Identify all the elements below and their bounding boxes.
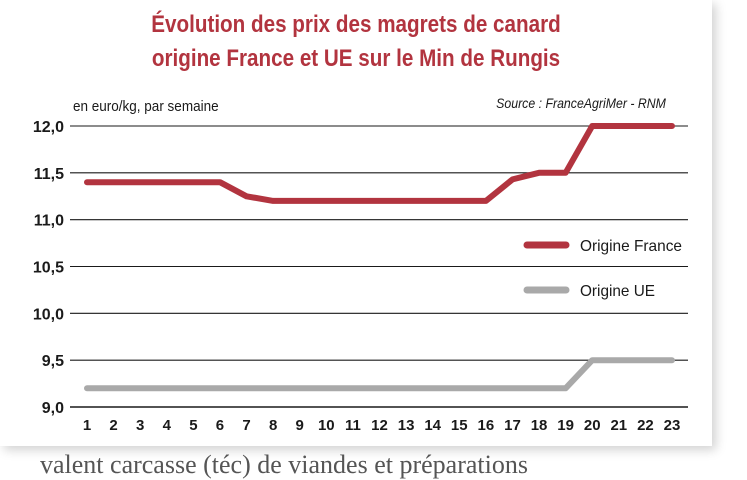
x-tick-label: 1 (83, 417, 91, 434)
chart-title-line-1: Évolution des prix des magrets de canard (151, 11, 561, 38)
x-tick-label: 20 (584, 417, 601, 434)
x-tick-label: 18 (531, 417, 548, 434)
chart-card: Évolution des prix des magrets de canard… (32, 8, 688, 434)
x-tick-label: 22 (637, 417, 654, 434)
series-line-origine-france (84, 123, 675, 204)
series-line-origine-ue (84, 357, 675, 392)
x-tick-label: 2 (109, 417, 117, 434)
x-tick-label: 8 (269, 417, 277, 434)
y-tick-label: 11,5 (34, 166, 64, 183)
x-tick-label: 16 (478, 417, 495, 434)
x-tick-label: 11 (345, 417, 361, 434)
y-tick-label: 12,0 (33, 119, 64, 136)
y-tick-label: 9,5 (42, 353, 64, 370)
x-tick-label: 5 (189, 417, 197, 434)
chart-title: Évolution des prix des magrets de canard… (50, 8, 662, 76)
legend-label-origine-france: Origine France (580, 238, 682, 255)
legend-label-origine-ue: Origine UE (580, 283, 655, 300)
chart-title-line-2: origine France et UE sur le Min de Rungi… (151, 45, 561, 72)
y-tick-label: 10,0 (33, 306, 64, 323)
x-tick-label: 21 (610, 417, 627, 434)
line-chart: 9,09,510,010,511,011,512,01 2 3 4 5 6 7 8 9 10 11 1… (33, 119, 688, 434)
x-tick-label: 12 (371, 417, 388, 434)
x-tick-label: 17 (504, 417, 521, 434)
article-text-fragment: valent carcasse (téc) de viandes et prép… (40, 450, 528, 479)
x-tick-label: 23 (664, 417, 681, 434)
source-label: Source : FranceAgriMer - RNM (496, 95, 666, 111)
x-tick-label: 14 (424, 417, 441, 434)
x-tick-label: 15 (451, 417, 468, 434)
x-tick-label: 19 (557, 417, 574, 434)
y-tick-label: 9,0 (42, 400, 64, 417)
x-tick-label: 10 (318, 417, 335, 434)
x-tick-label: 3 (136, 417, 144, 434)
x-tick-label: 7 (242, 417, 250, 434)
x-tick-label: 13 (398, 417, 415, 434)
x-tick-label: 6 (216, 417, 224, 434)
y-tick-label: 11,0 (34, 213, 64, 230)
x-tick-label: 9 (296, 417, 304, 434)
y-axis-unit-label: en euro/kg, par semaine (73, 98, 219, 115)
x-tick-label: 4 (163, 417, 172, 434)
y-tick-label: 10,5 (33, 260, 64, 277)
